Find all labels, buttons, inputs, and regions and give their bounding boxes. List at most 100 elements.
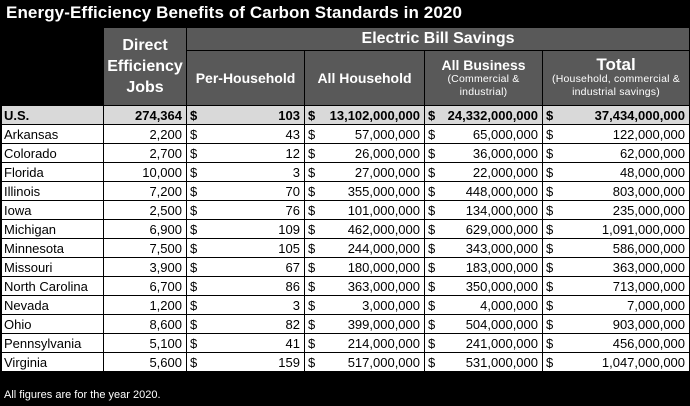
currency-symbol: $ bbox=[428, 164, 436, 180]
total-cell: $122,000,000 bbox=[541, 124, 690, 144]
all-business-cell: $629,000,000 bbox=[424, 219, 543, 239]
currency-symbol: $ bbox=[546, 240, 554, 256]
currency-symbol: $ bbox=[428, 297, 436, 313]
state-cell: Ohio bbox=[1, 314, 104, 334]
amount-value: 122,000,000 bbox=[612, 126, 686, 142]
amount-value: 713,000,000 bbox=[612, 278, 686, 294]
all-business-cell: $504,000,000 bbox=[424, 314, 543, 334]
amount-value: 65,000,000 bbox=[472, 126, 538, 142]
jobs-cell: 2,500 bbox=[103, 200, 187, 220]
currency-symbol: $ bbox=[308, 107, 316, 123]
state-cell: Illinois bbox=[1, 181, 104, 201]
amount-value: 41 bbox=[285, 335, 300, 351]
currency-symbol: $ bbox=[190, 126, 198, 142]
state-cell: U.S. bbox=[1, 105, 104, 125]
all-business-cell: $343,000,000 bbox=[424, 238, 543, 258]
table-body: U.S. 274,364 $103 $13,102,000,000 $24,332,00… bbox=[1, 105, 690, 372]
currency-symbol: $ bbox=[546, 297, 554, 313]
all-household-cell: $399,000,000 bbox=[304, 314, 425, 334]
table-row: North Carolina 6,700 $86 $363,000,000 $350,0… bbox=[1, 276, 690, 296]
currency-symbol: $ bbox=[190, 202, 198, 218]
amount-value: 43 bbox=[285, 126, 300, 142]
header-bill-savings: Electric Bill Savings bbox=[185, 27, 690, 51]
amount-value: 355,000,000 bbox=[347, 183, 420, 199]
currency-symbol: $ bbox=[428, 107, 436, 123]
amount-value: 12 bbox=[285, 145, 300, 161]
currency-symbol: $ bbox=[308, 221, 316, 237]
total-cell: $62,000,000 bbox=[541, 143, 690, 163]
amount-value: 7,000,000 bbox=[627, 297, 686, 313]
currency-symbol: $ bbox=[428, 126, 436, 142]
amount-value: 67 bbox=[285, 259, 300, 275]
currency-symbol: $ bbox=[546, 259, 554, 275]
amount-value: 3 bbox=[292, 297, 300, 313]
per-household-cell: $3 bbox=[186, 295, 305, 315]
header-all-household: All Household bbox=[304, 50, 425, 106]
amount-value: 363,000,000 bbox=[347, 278, 420, 294]
total-cell: $903,000,000 bbox=[541, 314, 690, 334]
all-business-cell: $65,000,000 bbox=[424, 124, 543, 144]
all-household-cell: $244,000,000 bbox=[304, 238, 425, 258]
total-cell: $713,000,000 bbox=[541, 276, 690, 296]
currency-symbol: $ bbox=[308, 145, 316, 161]
currency-symbol: $ bbox=[190, 335, 198, 351]
state-cell: Nevada bbox=[1, 295, 104, 315]
amount-value: 4,000,000 bbox=[480, 297, 538, 313]
jobs-cell: 2,700 bbox=[103, 143, 187, 163]
currency-symbol: $ bbox=[546, 316, 554, 332]
all-household-cell: $27,000,000 bbox=[304, 162, 425, 182]
amount-value: 24,332,000,000 bbox=[447, 107, 538, 123]
jobs-cell: 8,600 bbox=[103, 314, 187, 334]
jobs-cell: 6,700 bbox=[103, 276, 187, 296]
amount-value: 586,000,000 bbox=[612, 240, 686, 256]
amount-value: 86 bbox=[285, 278, 300, 294]
amount-value: 241,000,000 bbox=[465, 335, 538, 351]
table-row: U.S. 274,364 $103 $13,102,000,000 $24,332,00… bbox=[1, 105, 690, 125]
currency-symbol: $ bbox=[308, 278, 316, 294]
currency-symbol: $ bbox=[190, 145, 198, 161]
all-business-cell: $4,000,000 bbox=[424, 295, 543, 315]
table-row: Michigan 6,900 $109 $462,000,000 $629,000,00… bbox=[1, 219, 690, 239]
state-cell: Iowa bbox=[1, 200, 104, 220]
table-row: Minnesota 7,500 $105 $244,000,000 $343,000,0… bbox=[1, 238, 690, 258]
per-household-cell: $82 bbox=[186, 314, 305, 334]
jobs-cell: 10,000 bbox=[103, 162, 187, 182]
table-row: Iowa 2,500 $76 $101,000,000 $134,000,000 $235… bbox=[1, 200, 690, 220]
per-household-cell: $43 bbox=[186, 124, 305, 144]
all-business-cell: $22,000,000 bbox=[424, 162, 543, 182]
all-household-cell: $462,000,000 bbox=[304, 219, 425, 239]
jobs-cell: 1,200 bbox=[103, 295, 187, 315]
state-cell: Florida bbox=[1, 162, 104, 182]
amount-value: 1,047,000,000 bbox=[601, 354, 686, 370]
per-household-cell: $12 bbox=[186, 143, 305, 163]
currency-symbol: $ bbox=[308, 316, 316, 332]
corner-cell bbox=[1, 27, 104, 106]
all-household-cell: $3,000,000 bbox=[304, 295, 425, 315]
currency-symbol: $ bbox=[190, 316, 198, 332]
header-total-label: Total bbox=[596, 55, 636, 74]
per-household-cell: $41 bbox=[186, 333, 305, 353]
currency-symbol: $ bbox=[308, 335, 316, 351]
amount-value: 803,000,000 bbox=[612, 183, 686, 199]
amount-value: 244,000,000 bbox=[347, 240, 420, 256]
currency-symbol: $ bbox=[190, 259, 198, 275]
all-household-cell: $517,000,000 bbox=[304, 352, 425, 372]
all-household-cell: $180,000,000 bbox=[304, 257, 425, 277]
jobs-cell: 7,200 bbox=[103, 181, 187, 201]
amount-value: 103 bbox=[278, 107, 300, 123]
currency-symbol: $ bbox=[546, 183, 554, 199]
currency-symbol: $ bbox=[428, 145, 436, 161]
total-cell: $48,000,000 bbox=[541, 162, 690, 182]
amount-value: 57,000,000 bbox=[354, 126, 420, 142]
currency-symbol: $ bbox=[546, 278, 554, 294]
amount-value: 134,000,000 bbox=[465, 202, 538, 218]
currency-symbol: $ bbox=[428, 354, 436, 370]
currency-symbol: $ bbox=[308, 126, 316, 142]
currency-symbol: $ bbox=[428, 278, 436, 294]
jobs-cell: 2,200 bbox=[103, 124, 187, 144]
per-household-cell: $76 bbox=[186, 200, 305, 220]
state-cell: Arkansas bbox=[1, 124, 104, 144]
currency-symbol: $ bbox=[428, 259, 436, 275]
state-cell: Michigan bbox=[1, 219, 104, 239]
